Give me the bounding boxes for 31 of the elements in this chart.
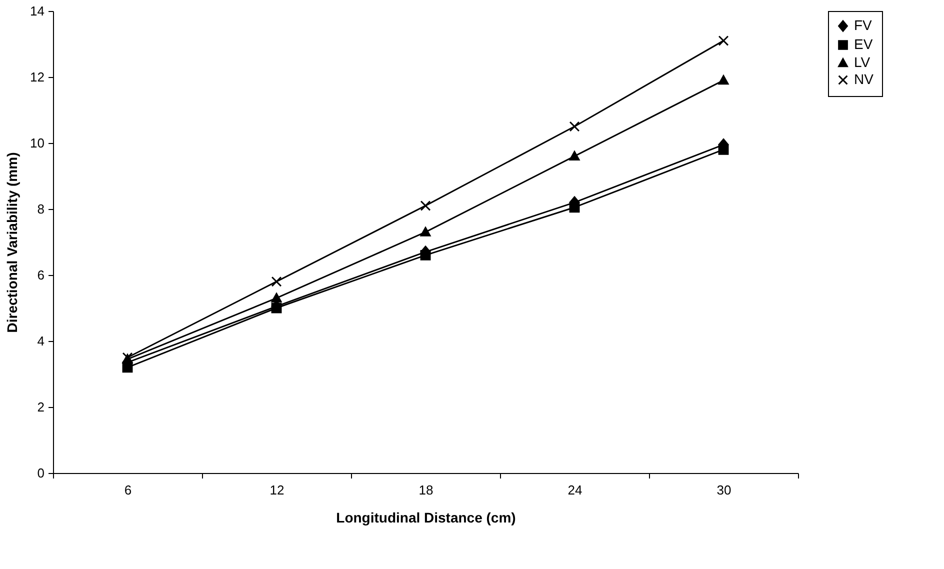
x-tick-label: 18 — [418, 482, 434, 498]
legend-label: LV — [854, 54, 871, 70]
x-tick-label: 30 — [716, 482, 732, 498]
legend-label: FV — [854, 17, 873, 33]
point — [569, 150, 580, 161]
y-tick-label: 6 — [37, 268, 44, 282]
y-tick-label: 4 — [37, 334, 44, 348]
point — [718, 144, 729, 155]
point — [420, 200, 431, 211]
point — [718, 75, 729, 85]
point — [271, 302, 282, 314]
y-tick-label: 0 — [37, 466, 44, 480]
point — [569, 121, 580, 132]
y-axis-title: Directional Variability (mm) — [4, 152, 20, 333]
y-tick-label: 12 — [30, 70, 44, 84]
x-tick-label: 6 — [124, 482, 132, 498]
y-tick-label: 10 — [30, 136, 44, 150]
x-axis-title: Longitudinal Distance (cm) — [336, 510, 516, 526]
point — [569, 202, 580, 213]
point — [271, 292, 282, 302]
point — [718, 35, 729, 46]
point — [271, 276, 282, 287]
y-tick-label: 8 — [37, 202, 44, 216]
point — [420, 226, 431, 236]
legend-label: EV — [854, 36, 874, 52]
x-tick-label: 24 — [568, 482, 582, 498]
x-tick-label: 12 — [270, 482, 284, 498]
legend-label: NV — [854, 71, 874, 87]
point — [420, 250, 431, 260]
y-tick-label: 2 — [37, 400, 44, 414]
y-tick-label: 14 — [30, 4, 44, 18]
